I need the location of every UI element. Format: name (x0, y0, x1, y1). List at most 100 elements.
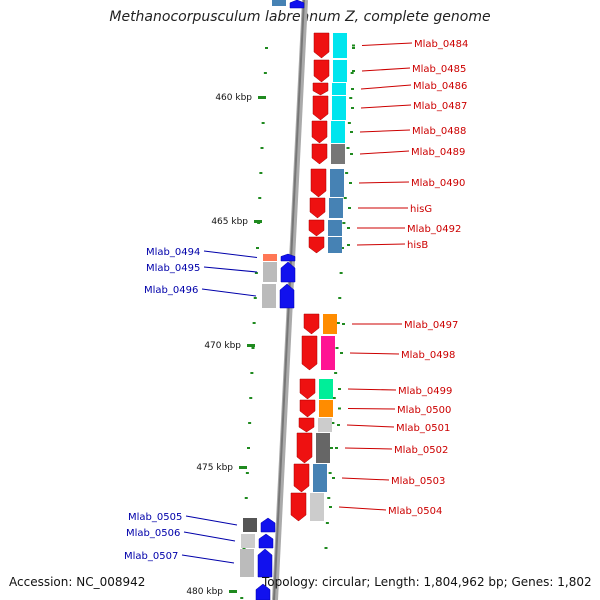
gene-label[interactable]: Mlab_0486 (413, 81, 467, 92)
tick-mark (244, 497, 248, 499)
gene-feature-box (332, 96, 346, 120)
label-connector (347, 388, 397, 391)
forward-gene-arrow[interactable] (308, 219, 325, 237)
tick-mark (338, 297, 342, 299)
gene-label-layer: Mlab_0484 Mlab_0485 Mlab_0486 Mlab_0487 Mlab… (124, 39, 468, 564)
gene-label[interactable]: Mlab_0492 (407, 224, 461, 235)
label-connector (349, 352, 400, 355)
gene-label[interactable]: Mlab_0504 (388, 506, 442, 517)
gene-feature-box (240, 549, 254, 577)
gene-feature-box (319, 400, 333, 417)
label-connector (341, 477, 390, 481)
reverse-gene-arrow[interactable] (257, 548, 273, 578)
gene-feature-box (319, 379, 333, 399)
forward-gene-arrow[interactable] (311, 120, 328, 144)
tick-mark (350, 72, 354, 74)
tick-mark (247, 447, 250, 449)
tick-mark (261, 122, 265, 124)
forward-gene-arrow[interactable] (309, 197, 326, 219)
label-connector (201, 288, 257, 297)
gene-feature-box (313, 464, 327, 492)
gene-label[interactable]: Mlab_0497 (404, 320, 458, 331)
tick-mark (350, 131, 353, 133)
gene-label[interactable]: Mlab_0505 (128, 512, 182, 523)
tick-mark (347, 227, 350, 229)
gene-label[interactable]: hisG (410, 204, 432, 215)
label-connector (185, 515, 238, 526)
gene-label[interactable]: Mlab_0496 (144, 285, 198, 296)
gene-label[interactable]: Mlab_0506 (126, 528, 180, 539)
reverse-gene-arrow[interactable] (280, 261, 296, 283)
forward-gene-arrow[interactable] (301, 335, 318, 371)
gene-feature-box (272, 0, 286, 6)
forward-gene-arrow[interactable] (293, 463, 310, 493)
tick-mark (328, 472, 332, 474)
gene-feature-box (331, 121, 345, 143)
label-connector (203, 250, 258, 258)
forward-gene-arrow[interactable] (313, 32, 330, 59)
gene-label[interactable]: Mlab_0503 (391, 476, 445, 487)
forward-gene-arrow[interactable] (303, 313, 320, 335)
gene-label[interactable]: Mlab_0490 (411, 178, 465, 189)
gene-label[interactable]: Mlab_0507 (124, 551, 178, 562)
reverse-gene-arrow (289, 0, 305, 9)
ruler-label: 460 kbp (215, 93, 252, 103)
gene-label[interactable]: Mlab_0498 (401, 350, 455, 361)
forward-gene-arrow[interactable] (299, 378, 316, 400)
tick-mark (254, 272, 258, 274)
reverse-gene-arrow[interactable] (279, 283, 295, 309)
tick-mark (347, 122, 351, 124)
gene-label[interactable]: Mlab_0501 (396, 423, 450, 434)
forward-gene-arrow[interactable] (308, 236, 325, 254)
gene-label[interactable]: hisB (407, 240, 428, 251)
forward-gene-arrow[interactable] (296, 432, 313, 464)
tick-mark (245, 472, 249, 474)
forward-gene-arrow[interactable] (298, 417, 315, 433)
tick-mark (350, 153, 353, 155)
ruler-label: 470 kbp (204, 341, 241, 351)
forward-gene-arrow[interactable] (311, 143, 328, 165)
tick-mark (251, 347, 255, 349)
tick-mark (260, 147, 264, 149)
reverse-gene-arrow (255, 583, 271, 600)
gene-label[interactable]: Mlab_0495 (146, 263, 200, 274)
reverse-gene-arrow[interactable] (280, 253, 296, 262)
gene-label[interactable]: Mlab_0494 (146, 247, 200, 258)
reverse-gene-arrow[interactable] (260, 517, 276, 533)
gene-feature-box (330, 169, 344, 197)
tick-mark (258, 197, 262, 199)
gene-feature-box (332, 83, 346, 95)
label-connector (358, 181, 410, 184)
gene-feature-box (310, 493, 324, 521)
gene-feature-box (323, 314, 337, 334)
tick-mark (335, 447, 338, 449)
tick-mark (249, 397, 253, 399)
gene-label[interactable]: Mlab_0485 (412, 64, 466, 75)
gene-label[interactable]: Mlab_0489 (411, 147, 465, 158)
forward-gene-arrow[interactable] (312, 95, 329, 121)
forward-gene-arrow[interactable] (290, 492, 307, 522)
ruler-tick (254, 220, 262, 223)
forward-gene-arrow[interactable] (310, 168, 327, 198)
gene-label[interactable]: Mlab_0484 (414, 39, 468, 50)
forward-gene-arrow[interactable] (299, 399, 316, 418)
label-connector (338, 506, 387, 511)
tick-mark (329, 506, 332, 508)
forward-gene-arrow[interactable] (313, 59, 330, 83)
tick-mark (338, 407, 341, 410)
tick-mark (351, 107, 354, 109)
tick-mark (349, 182, 352, 184)
forward-gene-arrow[interactable] (312, 82, 329, 96)
reverse-gene-arrow[interactable] (258, 533, 274, 549)
gene-label[interactable]: Mlab_0499 (398, 386, 452, 397)
gene-label[interactable]: Mlab_0500 (397, 405, 451, 416)
ruler-tick (239, 466, 247, 469)
tick-mark (325, 522, 329, 524)
tick-mark (346, 147, 350, 149)
gene-label[interactable]: Mlab_0487 (413, 101, 467, 112)
tick-mark (250, 372, 254, 374)
gene-label[interactable]: Mlab_0488 (412, 126, 466, 137)
gene-label[interactable]: Mlab_0502 (394, 445, 448, 456)
label-connector (346, 424, 395, 428)
gene-feature-box (263, 262, 277, 282)
